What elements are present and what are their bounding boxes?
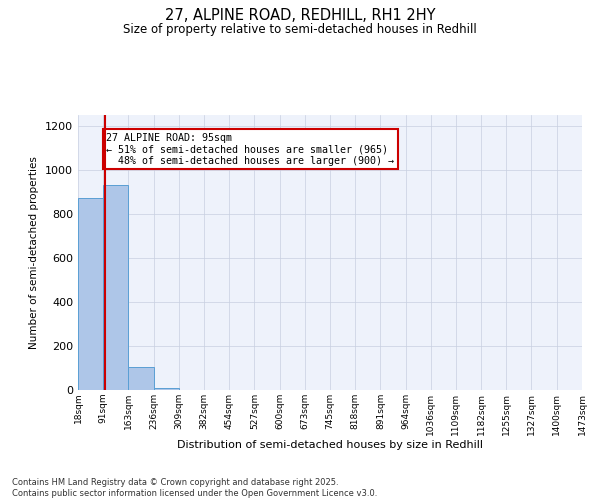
Bar [103, 186, 128, 390]
X-axis label: Distribution of semi-detached houses by size in Redhill: Distribution of semi-detached houses by … [177, 440, 483, 450]
Text: Contains HM Land Registry data © Crown copyright and database right 2025.
Contai: Contains HM Land Registry data © Crown c… [12, 478, 377, 498]
Bar [154, 388, 179, 390]
Text: 27, ALPINE ROAD, REDHILL, RH1 2HY: 27, ALPINE ROAD, REDHILL, RH1 2HY [165, 8, 435, 22]
Y-axis label: Number of semi-detached properties: Number of semi-detached properties [29, 156, 40, 349]
Text: Size of property relative to semi-detached houses in Redhill: Size of property relative to semi-detach… [123, 22, 477, 36]
Bar [128, 367, 154, 390]
Text: 27 ALPINE ROAD: 95sqm
← 51% of semi-detached houses are smaller (965)
  48% of s: 27 ALPINE ROAD: 95sqm ← 51% of semi-deta… [106, 132, 394, 166]
Bar [78, 198, 103, 390]
